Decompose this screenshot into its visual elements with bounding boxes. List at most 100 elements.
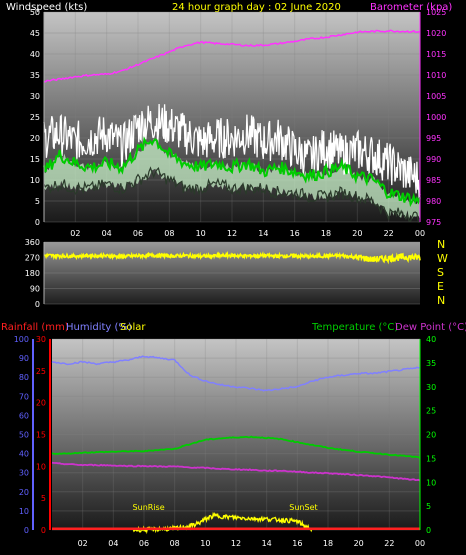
wind-x-tick-label: 16 <box>290 229 300 238</box>
windspeed-tick-label: 45 <box>30 29 40 38</box>
humidity-legend: Humidity (%) <box>66 322 132 333</box>
windspeed-tick-label: 15 <box>30 155 40 164</box>
wind-x-tick-label: 02 <box>70 229 80 238</box>
temp-x-tick-labels: 02 04 06 08 10 12 14 16 18 20 22 00 <box>78 539 426 548</box>
windspeed-tick-label: 35 <box>30 71 40 80</box>
temperature-tick-label: 30 <box>426 383 436 392</box>
humidity-tick-label: 70 <box>19 392 29 401</box>
windspeed-tick-label: 30 <box>30 92 40 101</box>
wind-x-tick-label: 18 <box>321 229 331 238</box>
wind-lull-band <box>44 138 420 220</box>
dewpoint-line <box>51 461 421 482</box>
compass-label: S <box>437 266 444 279</box>
temperature-line <box>51 435 421 459</box>
humidity-tick-label: 60 <box>19 411 29 420</box>
wind-x-tick-label: 08 <box>164 229 174 238</box>
temp-x-tick-label: 20 <box>354 539 364 548</box>
wind-direction-line <box>43 250 421 265</box>
compass-label: N <box>437 238 445 251</box>
barometer-line <box>44 29 421 83</box>
windspeed-tick-label: 5 <box>35 197 40 206</box>
temp-x-tick-label: 04 <box>108 539 118 548</box>
temperature-tick-label: 15 <box>426 454 436 463</box>
temp-x-tick-label: 02 <box>78 539 88 548</box>
temperature-tick-label: 0 <box>426 526 431 535</box>
rainfall-tick-label: 10 <box>36 462 46 471</box>
windspeed-tick-label: 10 <box>30 176 40 185</box>
compass-label: N <box>437 294 445 307</box>
rainfall-tick-label: 15 <box>36 431 46 440</box>
wind-x-tick-label: 12 <box>227 229 237 238</box>
barometer-tick-label: 980 <box>426 197 441 206</box>
wind-x-tick-label: 10 <box>196 229 206 238</box>
wind-x-tick-label: 06 <box>133 229 143 238</box>
rainfall-legend: Rainfall (mm) <box>1 322 69 333</box>
temp-x-tick-label: 10 <box>200 539 210 548</box>
wind-x-tick-labels: 02 04 06 08 10 12 14 16 18 20 22 00 <box>70 229 425 238</box>
direction-tick-label: 270 <box>25 254 40 263</box>
barometer-tick-label: 1005 <box>426 92 446 101</box>
windspeed-tick-label: 40 <box>30 50 40 59</box>
temp-x-tick-label: 08 <box>170 539 180 548</box>
humidity-tick-label: 30 <box>19 469 29 478</box>
windspeed-tick-label: 25 <box>30 113 40 122</box>
temperature-tick-labels: 0 5 10 15 20 25 30 35 40 <box>426 335 436 535</box>
rainfall-tick-labels: 0 5 10 15 20 25 30 <box>36 335 46 535</box>
direction-tick-labels: 0 90 180 270 360 <box>25 238 40 309</box>
temp-x-tick-label: 22 <box>384 539 394 548</box>
rainfall-tick-label: 0 <box>41 526 46 535</box>
temperature-tick-label: 5 <box>426 502 431 511</box>
rainfall-tick-label: 25 <box>36 367 46 376</box>
rainfall-tick-label: 30 <box>36 335 46 344</box>
barometer-tick-label: 990 <box>426 155 441 164</box>
windspeed-tick-label: 50 <box>30 8 40 17</box>
direction-tick-label: 360 <box>25 238 40 247</box>
windspeed-tick-label: 20 <box>30 134 40 143</box>
barometer-tick-label: 1000 <box>426 113 446 122</box>
windspeed-axis-label: Windspeed (kts) <box>6 2 87 13</box>
sun-annotations: SunRise SunSet <box>133 503 318 512</box>
temp-x-tick-label: 18 <box>323 539 333 548</box>
direction-tick-label: 180 <box>25 269 40 278</box>
barometer-tick-label: 1010 <box>426 71 446 80</box>
temp-x-tick-label: 16 <box>292 539 302 548</box>
compass-label: E <box>437 280 444 293</box>
temperature-tick-label: 10 <box>426 478 436 487</box>
wind-series <box>43 29 421 223</box>
wind-x-tick-label: 04 <box>102 229 112 238</box>
temp-x-tick-label: 06 <box>139 539 149 548</box>
dewpoint-legend: Dew Point (°C) <box>395 322 466 333</box>
humidity-tick-label: 0 <box>24 526 29 535</box>
sunrise-label: SunRise <box>133 503 165 512</box>
temperature-tick-label: 35 <box>426 359 436 368</box>
average-wind-line <box>43 136 421 208</box>
humidity-tick-label: 50 <box>19 431 29 440</box>
temperature-tick-label: 25 <box>426 407 436 416</box>
wind-x-tick-label: 20 <box>352 229 362 238</box>
barometer-tick-labels: 975 980 985 990 995 1000 1005 1010 1015 1020 1025 <box>426 8 446 227</box>
temp-grid <box>52 338 421 531</box>
wind-lull-area <box>44 138 420 220</box>
barometer-tick-label: 975 <box>426 218 441 227</box>
direction-plot-area <box>44 242 420 304</box>
temperature-tick-label: 40 <box>426 335 436 344</box>
barometer-tick-label: 1025 <box>426 8 446 17</box>
barometer-tick-label: 995 <box>426 134 441 143</box>
barometer-tick-label: 1020 <box>426 29 446 38</box>
windspeed-tick-label: 0 <box>35 218 40 227</box>
humidity-tick-label: 80 <box>19 373 29 382</box>
temp-plot-area <box>52 339 420 530</box>
temperature-legend: Temperature (°C) <box>311 322 398 333</box>
humidity-tick-label: 100 <box>14 335 29 344</box>
direction-series <box>43 250 421 265</box>
temp-series <box>51 355 421 535</box>
direction-grid <box>44 241 420 305</box>
solar-legend: Solar <box>120 322 146 333</box>
temp-x-tick-label: 12 <box>231 539 241 548</box>
rainfall-tick-label: 5 <box>41 494 46 503</box>
humidity-tick-labels: 0 10 20 30 40 50 60 70 80 90 100 <box>14 335 29 535</box>
windspeed-tick-labels: 0 5 10 15 20 25 30 35 40 45 50 <box>30 8 40 227</box>
direction-tick-label: 0 <box>35 300 40 309</box>
